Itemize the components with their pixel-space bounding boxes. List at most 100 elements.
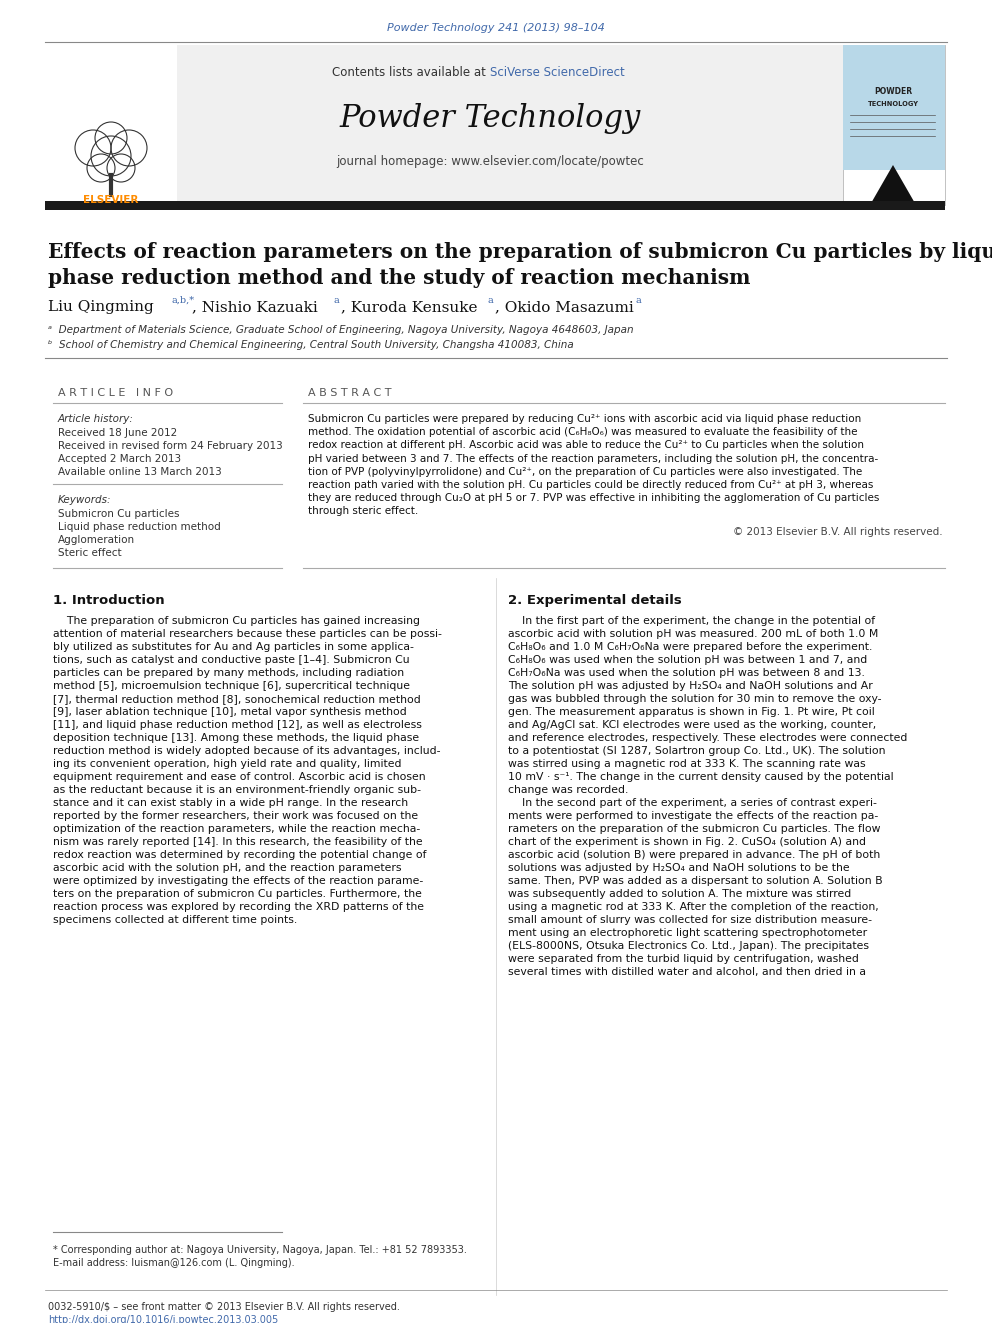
Text: [7], thermal reduction method [8], sonochemical reduction method: [7], thermal reduction method [8], sonoc… [53, 695, 421, 704]
Polygon shape [870, 165, 916, 205]
Text: a: a [333, 296, 338, 306]
Text: and Ag/AgCl sat. KCl electrodes were used as the working, counter,: and Ag/AgCl sat. KCl electrodes were use… [508, 720, 876, 730]
Text: through steric effect.: through steric effect. [308, 507, 419, 516]
Text: solutions was adjusted by H₂SO₄ and NaOH solutions to be the: solutions was adjusted by H₂SO₄ and NaOH… [508, 863, 849, 873]
Text: reported by the former researchers, their work was focused on the: reported by the former researchers, thei… [53, 811, 418, 822]
Text: a,b,*: a,b,* [172, 296, 195, 306]
Text: particles can be prepared by many methods, including radiation: particles can be prepared by many method… [53, 668, 404, 677]
Text: ascorbic acid with solution pH was measured. 200 mL of both 1.0 M: ascorbic acid with solution pH was measu… [508, 628, 878, 639]
Text: ascorbic acid (solution B) were prepared in advance. The pH of both: ascorbic acid (solution B) were prepared… [508, 849, 880, 860]
Text: Article history:: Article history: [58, 414, 134, 423]
Text: C₆H₈O₆ and 1.0 M C₆H₇O₆Na were prepared before the experiment.: C₆H₈O₆ and 1.0 M C₆H₇O₆Na were prepared … [508, 642, 872, 652]
Text: pH varied between 3 and 7. The effects of the reaction parameters, including the: pH varied between 3 and 7. The effects o… [308, 454, 878, 463]
Text: Available online 13 March 2013: Available online 13 March 2013 [58, 467, 222, 478]
Text: , Kuroda Kensuke: , Kuroda Kensuke [341, 300, 480, 314]
Text: tions, such as catalyst and conductive paste [1–4]. Submicron Cu: tions, such as catalyst and conductive p… [53, 655, 410, 665]
Text: redox reaction was determined by recording the potential change of: redox reaction was determined by recordi… [53, 849, 427, 860]
Text: tion of PVP (polyvinylpyrrolidone) and Cu²⁺, on the preparation of Cu particles : tion of PVP (polyvinylpyrrolidone) and C… [308, 467, 862, 476]
Text: 2. Experimental details: 2. Experimental details [508, 594, 682, 607]
Text: (ELS-8000NS, Otsuka Electronics Co. Ltd., Japan). The precipitates: (ELS-8000NS, Otsuka Electronics Co. Ltd.… [508, 941, 869, 951]
Text: and reference electrodes, respectively. These electrodes were connected: and reference electrodes, respectively. … [508, 733, 908, 744]
Text: several times with distilled water and alcohol, and then dried in a: several times with distilled water and a… [508, 967, 866, 976]
Text: was stirred using a magnetic rod at 333 K. The scanning rate was: was stirred using a magnetic rod at 333 … [508, 759, 866, 769]
Text: Liu Qingming: Liu Qingming [48, 300, 157, 314]
Bar [843, 45, 945, 169]
Text: Received in revised form 24 February 2013: Received in revised form 24 February 201… [58, 441, 283, 451]
Text: E-mail address: luisman@126.com (L. Qingming).: E-mail address: luisman@126.com (L. Qing… [53, 1258, 295, 1267]
Text: reaction path varied with the solution pH. Cu particles could be directly reduce: reaction path varied with the solution p… [308, 480, 873, 490]
Text: In the second part of the experiment, a series of contrast experi-: In the second part of the experiment, a … [508, 798, 877, 808]
Text: a: a [487, 296, 493, 306]
Text: A B S T R A C T: A B S T R A C T [308, 388, 392, 398]
Text: POWDER: POWDER [874, 87, 912, 97]
Text: were separated from the turbid liquid by centrifugation, washed: were separated from the turbid liquid by… [508, 954, 859, 964]
Text: small amount of slurry was collected for size distribution measure-: small amount of slurry was collected for… [508, 916, 872, 925]
Text: chart of the experiment is shown in Fig. 2. CuSO₄ (solution A) and: chart of the experiment is shown in Fig.… [508, 837, 866, 847]
Text: Submicron Cu particles: Submicron Cu particles [58, 509, 180, 519]
Text: attention of material researchers because these particles can be possi-: attention of material researchers becaus… [53, 628, 441, 639]
Text: http://dx.doi.org/10.1016/j.powtec.2013.03.005: http://dx.doi.org/10.1016/j.powtec.2013.… [48, 1315, 278, 1323]
Text: using a magnetic rod at 333 K. After the completion of the reaction,: using a magnetic rod at 333 K. After the… [508, 902, 879, 912]
Text: same. Then, PVP was added as a dispersant to solution A. Solution B: same. Then, PVP was added as a dispersan… [508, 876, 883, 886]
Text: Steric effect: Steric effect [58, 548, 122, 558]
Text: SciVerse ScienceDirect: SciVerse ScienceDirect [490, 66, 625, 78]
Text: Powder Technology: Powder Technology [339, 102, 641, 134]
Text: bly utilized as substitutes for Au and Ag particles in some applica-: bly utilized as substitutes for Au and A… [53, 642, 414, 652]
Text: gen. The measurement apparatus is shown in Fig. 1. Pt wire, Pt coil: gen. The measurement apparatus is shown … [508, 706, 875, 717]
Text: ELSEVIER: ELSEVIER [83, 194, 139, 205]
Text: journal homepage: www.elsevier.com/locate/powtec: journal homepage: www.elsevier.com/locat… [336, 156, 644, 168]
Text: * Corresponding author at: Nagoya University, Nagoya, Japan. Tel.: +81 52 789335: * Corresponding author at: Nagoya Univer… [53, 1245, 467, 1256]
Text: specimens collected at different time points.: specimens collected at different time po… [53, 916, 298, 925]
Text: Keywords:: Keywords: [58, 495, 111, 505]
Text: 1. Introduction: 1. Introduction [53, 594, 165, 607]
Text: Agglomeration: Agglomeration [58, 534, 135, 545]
Text: [11], and liquid phase reduction method [12], as well as electroless: [11], and liquid phase reduction method … [53, 720, 422, 730]
Text: redox reaction at different pH. Ascorbic acid was able to reduce the Cu²⁺ to Cu : redox reaction at different pH. Ascorbic… [308, 441, 864, 450]
Text: was subsequently added to solution A. The mixture was stirred: was subsequently added to solution A. Th… [508, 889, 851, 900]
Text: stance and it can exist stably in a wide pH range. In the research: stance and it can exist stably in a wide… [53, 798, 408, 808]
Bar [45, 201, 945, 210]
Text: Liquid phase reduction method: Liquid phase reduction method [58, 523, 221, 532]
Text: A R T I C L E   I N F O: A R T I C L E I N F O [58, 388, 174, 398]
Text: as the reductant because it is an environment-friendly organic sub-: as the reductant because it is an enviro… [53, 785, 421, 795]
Text: Accepted 2 March 2013: Accepted 2 March 2013 [58, 454, 182, 464]
Text: ments were performed to investigate the effects of the reaction pa-: ments were performed to investigate the … [508, 811, 878, 822]
Text: nism was rarely reported [14]. In this research, the feasibility of the: nism was rarely reported [14]. In this r… [53, 837, 423, 847]
Text: © 2013 Elsevier B.V. All rights reserved.: © 2013 Elsevier B.V. All rights reserved… [733, 527, 943, 537]
Bar [45, 45, 945, 205]
Text: deposition technique [13]. Among these methods, the liquid phase: deposition technique [13]. Among these m… [53, 733, 420, 744]
Text: Contents lists available at: Contents lists available at [332, 66, 490, 78]
Text: gas was bubbled through the solution for 30 min to remove the oxy-: gas was bubbled through the solution for… [508, 695, 882, 704]
Text: TECHNOLOGY: TECHNOLOGY [867, 101, 919, 107]
Text: 10 mV · s⁻¹. The change in the current density caused by the potential: 10 mV · s⁻¹. The change in the current d… [508, 773, 894, 782]
Text: ters on the preparation of submicron Cu particles. Furthermore, the: ters on the preparation of submicron Cu … [53, 889, 422, 900]
Text: Submicron Cu particles were prepared by reducing Cu²⁺ ions with ascorbic acid vi: Submicron Cu particles were prepared by … [308, 414, 861, 423]
Text: reaction process was explored by recording the XRD patterns of the: reaction process was explored by recordi… [53, 902, 424, 912]
Text: were optimized by investigating the effects of the reaction parame-: were optimized by investigating the effe… [53, 876, 424, 886]
Text: C₆H₈O₆ was used when the solution pH was between 1 and 7, and: C₆H₈O₆ was used when the solution pH was… [508, 655, 867, 665]
Text: , Nishio Kazuaki: , Nishio Kazuaki [192, 300, 320, 314]
Text: ᵃ  Department of Materials Science, Graduate School of Engineering, Nagoya Unive: ᵃ Department of Materials Science, Gradu… [48, 325, 634, 335]
Bar [45, 45, 177, 205]
Text: ascorbic acid with the solution pH, and the reaction parameters: ascorbic acid with the solution pH, and … [53, 863, 402, 873]
Text: C₆H₇O₆Na was used when the solution pH was between 8 and 13.: C₆H₇O₆Na was used when the solution pH w… [508, 668, 865, 677]
Text: 0032-5910/$ – see front matter © 2013 Elsevier B.V. All rights reserved.: 0032-5910/$ – see front matter © 2013 El… [48, 1302, 400, 1312]
Text: Received 18 June 2012: Received 18 June 2012 [58, 429, 178, 438]
Text: they are reduced through Cu₂O at pH 5 or 7. PVP was effective in inhibiting the : they are reduced through Cu₂O at pH 5 or… [308, 493, 879, 503]
Bar [843, 45, 945, 205]
Text: , Okido Masazumi: , Okido Masazumi [495, 300, 637, 314]
Text: ᵇ  School of Chemistry and Chemical Engineering, Central South University, Chang: ᵇ School of Chemistry and Chemical Engin… [48, 340, 573, 351]
Text: change was recorded.: change was recorded. [508, 785, 628, 795]
Text: In the first part of the experiment, the change in the potential of: In the first part of the experiment, the… [508, 617, 875, 626]
Text: reduction method is widely adopted because of its advantages, includ-: reduction method is widely adopted becau… [53, 746, 440, 755]
Text: method [5], microemulsion technique [6], supercritical technique: method [5], microemulsion technique [6],… [53, 681, 410, 691]
Text: rameters on the preparation of the submicron Cu particles. The flow: rameters on the preparation of the submi… [508, 824, 881, 833]
Text: Powder Technology 241 (2013) 98–104: Powder Technology 241 (2013) 98–104 [387, 22, 605, 33]
Text: a: a [635, 296, 641, 306]
Text: optimization of the reaction parameters, while the reaction mecha-: optimization of the reaction parameters,… [53, 824, 421, 833]
Text: [9], laser ablation technique [10], metal vapor synthesis method: [9], laser ablation technique [10], meta… [53, 706, 407, 717]
Text: The preparation of submicron Cu particles has gained increasing: The preparation of submicron Cu particle… [53, 617, 420, 626]
Text: The solution pH was adjusted by H₂SO₄ and NaOH solutions and Ar: The solution pH was adjusted by H₂SO₄ an… [508, 681, 873, 691]
Text: ing its convenient operation, high yield rate and quality, limited: ing its convenient operation, high yield… [53, 759, 402, 769]
Text: to a potentiostat (SI 1287, Solartron group Co. Ltd., UK). The solution: to a potentiostat (SI 1287, Solartron gr… [508, 746, 886, 755]
